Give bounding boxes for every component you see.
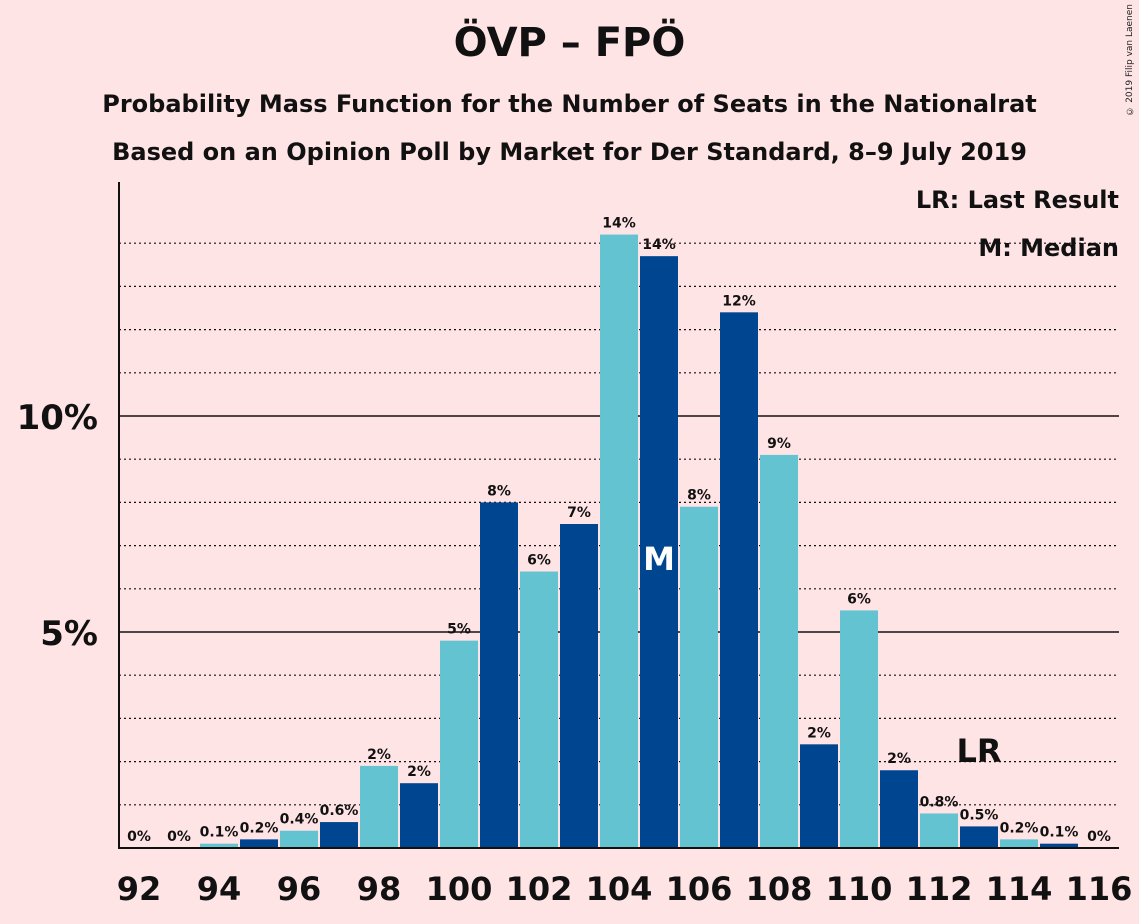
bar-value-label: 2% [887, 751, 911, 767]
bar-value-label: 0% [167, 829, 191, 845]
chart-title: ÖVP – FPÖ [453, 20, 686, 66]
bar-value-label: 12% [722, 293, 756, 309]
bar-102 [520, 571, 558, 848]
bar-value-label: 2% [367, 747, 391, 763]
bar-108 [760, 454, 798, 848]
bar-98 [360, 765, 398, 848]
bar-value-label: 0.1% [200, 825, 239, 841]
bar-115 [1040, 843, 1078, 848]
bar-value-label: 7% [567, 505, 591, 521]
bar-101 [480, 502, 518, 848]
bar-value-label: 5% [447, 622, 471, 638]
bar-110 [840, 610, 878, 848]
bar-value-label: 0.4% [280, 812, 319, 828]
bar-value-label: 0% [1087, 829, 1111, 845]
bar-value-label: 0.8% [920, 794, 959, 810]
bar-value-label: 9% [767, 436, 791, 452]
x-tick-label: 116 [1066, 870, 1133, 908]
bar-94 [200, 843, 238, 848]
legend-last-result: LR: Last Result [915, 186, 1119, 214]
x-tick-label: 100 [426, 870, 493, 908]
bar-105 [640, 256, 678, 848]
bar-value-label: 0.6% [320, 803, 359, 819]
bar-112 [920, 813, 958, 848]
last-result-marker: LR [956, 732, 1001, 770]
y-tick-label: 5% [40, 614, 98, 654]
x-tick-label: 98 [357, 870, 402, 908]
x-tick-label: 114 [986, 870, 1053, 908]
x-tick-label: 108 [746, 870, 813, 908]
x-tick-label: 96 [277, 870, 322, 908]
bar-113 [960, 826, 998, 848]
x-tick-label: 94 [197, 870, 242, 908]
bar-value-label: 8% [487, 483, 511, 499]
y-tick-label: 10% [17, 398, 98, 438]
x-tick-label: 92 [117, 870, 162, 908]
bar-103 [560, 524, 598, 848]
bar-107 [720, 312, 758, 848]
bar-value-label: 0.2% [1000, 820, 1039, 836]
bar-109 [800, 744, 838, 848]
x-tick-label: 110 [826, 870, 893, 908]
bar-value-label: 0.1% [1040, 825, 1079, 841]
bar-104 [600, 234, 638, 848]
bar-value-label: 6% [527, 553, 551, 569]
bar-value-label: 14% [642, 237, 676, 253]
bar-97 [320, 822, 358, 848]
bar-96 [280, 830, 318, 848]
x-tick-label: 112 [906, 870, 973, 908]
bar-95 [240, 839, 278, 848]
chart-subtitle-1: Probability Mass Function for the Number… [102, 90, 1037, 118]
bar-value-label: 14% [602, 216, 636, 232]
bar-99 [400, 783, 438, 848]
x-tick-label: 102 [506, 870, 573, 908]
chart-subtitle-2: Based on an Opinion Poll by Market for D… [112, 138, 1027, 166]
bar-114 [1000, 839, 1038, 848]
bar-100 [440, 640, 478, 848]
bar-111 [880, 770, 918, 848]
bar-value-label: 2% [807, 725, 831, 741]
bar-value-label: 2% [407, 764, 431, 780]
bar-106 [680, 506, 718, 848]
bar-value-label: 0% [127, 829, 151, 845]
x-tick-label: 106 [666, 870, 733, 908]
median-marker: M [643, 540, 675, 578]
bar-value-label: 0.5% [960, 807, 999, 823]
bar-value-label: 0.2% [240, 820, 279, 836]
x-tick-label: 104 [586, 870, 653, 908]
legend-median: M: Median [978, 234, 1119, 262]
bar-value-label: 8% [687, 488, 711, 504]
bar-value-label: 6% [847, 591, 871, 607]
